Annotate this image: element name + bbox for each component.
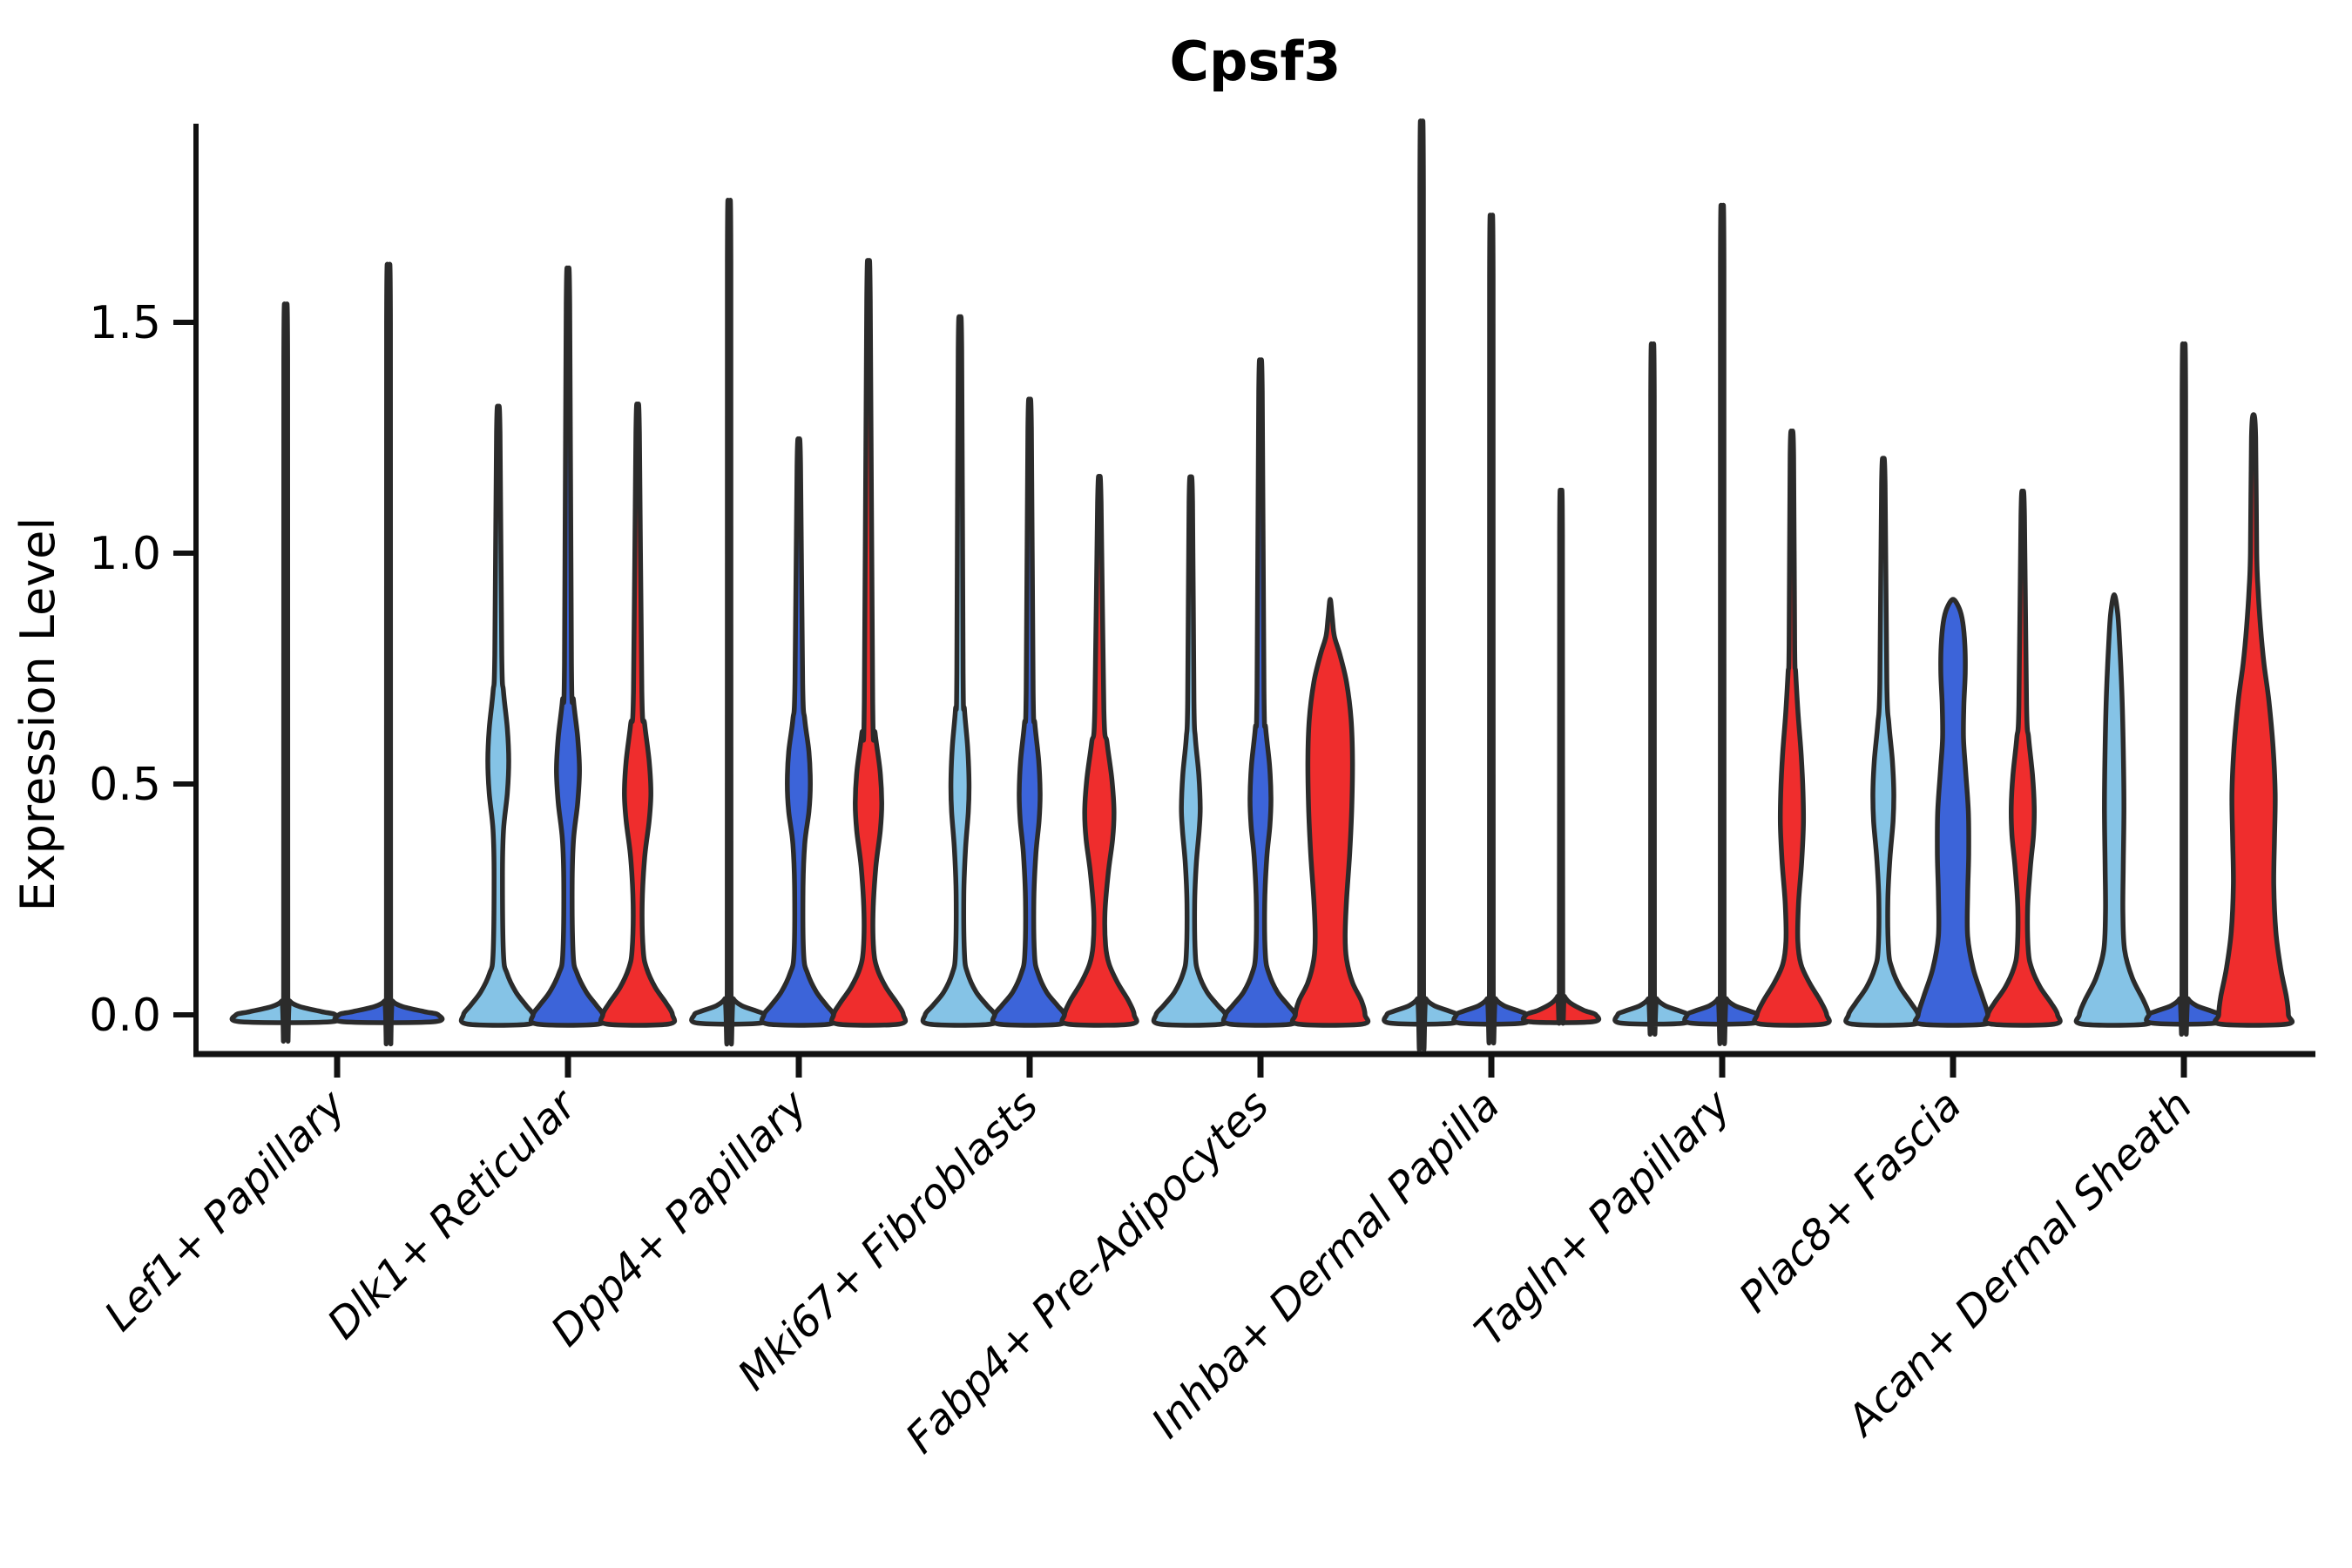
violin-acan-dermal-sheath-dark_blue — [2144, 341, 2224, 1037]
x-category-label-tagln-papillary: Tagln+ Papillary — [1465, 1080, 1740, 1355]
y-tick-label: 1.5 — [89, 297, 161, 349]
violin-mki67-fibroblasts-dark_blue — [990, 396, 1070, 1028]
violins-layer — [229, 118, 2295, 1052]
violin-dlk1-reticular-dark_blue — [528, 265, 608, 1028]
violin-dpp4-papillary-red — [828, 258, 909, 1028]
violin-dlk1-reticular-light_blue — [458, 403, 538, 1028]
violin-fabp4-pre-adipocytes-dark_blue — [1220, 357, 1301, 1028]
violin-lef1-papillary-light_blue — [229, 301, 342, 1044]
x-category-label-dlk1-reticular: Dlk1+ Reticular — [318, 1079, 588, 1349]
violin-mki67-fibroblasts-light_blue — [920, 314, 1000, 1028]
x-category-label-dpp4-papillary: Dpp4+ Papillary — [542, 1080, 817, 1355]
violin-lef1-papillary-dark_blue — [332, 261, 445, 1046]
x-category-label-plac8-fascia: Plac8+ Fascia — [1730, 1081, 1971, 1322]
violin-mki67-fibroblasts-red — [1059, 474, 1139, 1028]
violin-dpp4-papillary-light_blue — [689, 198, 769, 1047]
chart-title: Cpsf3 — [1170, 30, 1342, 93]
violin-acan-dermal-sheath-light_blue — [2073, 591, 2155, 1028]
y-tick-label: 0.5 — [89, 759, 161, 811]
violin-dlk1-reticular-red — [598, 401, 678, 1028]
x-category-label-lef1-papillary: Lef1+ Papillary — [95, 1080, 355, 1341]
violin-tagln-papillary-red — [1752, 429, 1832, 1028]
violin-inhba-dermal-papilla-light_blue — [1382, 118, 1462, 1052]
violin-inhba-dermal-papilla-red — [1520, 488, 1602, 1026]
violin-tagln-papillary-light_blue — [1612, 341, 1693, 1037]
violin-tagln-papillary-dark_blue — [1682, 203, 1762, 1046]
violin-fabp4-pre-adipocytes-red — [1289, 597, 1371, 1028]
x-category-label-fabp4-pre-adipocytes: Fabp4+ Pre-Adipocytes — [896, 1081, 1279, 1463]
violin-plac8-fascia-light_blue — [1843, 456, 1923, 1028]
violin-plac8-fascia-red — [1983, 489, 2063, 1028]
y-tick-label: 1.0 — [89, 528, 161, 580]
y-axis-ticks: 0.0 0.5 1.0 1.5 — [89, 297, 196, 1042]
y-axis-label: Expression Level — [10, 517, 65, 912]
violin-inhba-dermal-papilla-dark_blue — [1451, 213, 1531, 1046]
violin-plac8-fascia-dark_blue — [1912, 597, 1994, 1028]
y-tick-label: 0.0 — [89, 990, 161, 1042]
violin-fabp4-pre-adipocytes-light_blue — [1151, 474, 1231, 1028]
violin-dpp4-papillary-dark_blue — [759, 436, 839, 1028]
violin-acan-dermal-sheath-red — [2212, 412, 2295, 1028]
